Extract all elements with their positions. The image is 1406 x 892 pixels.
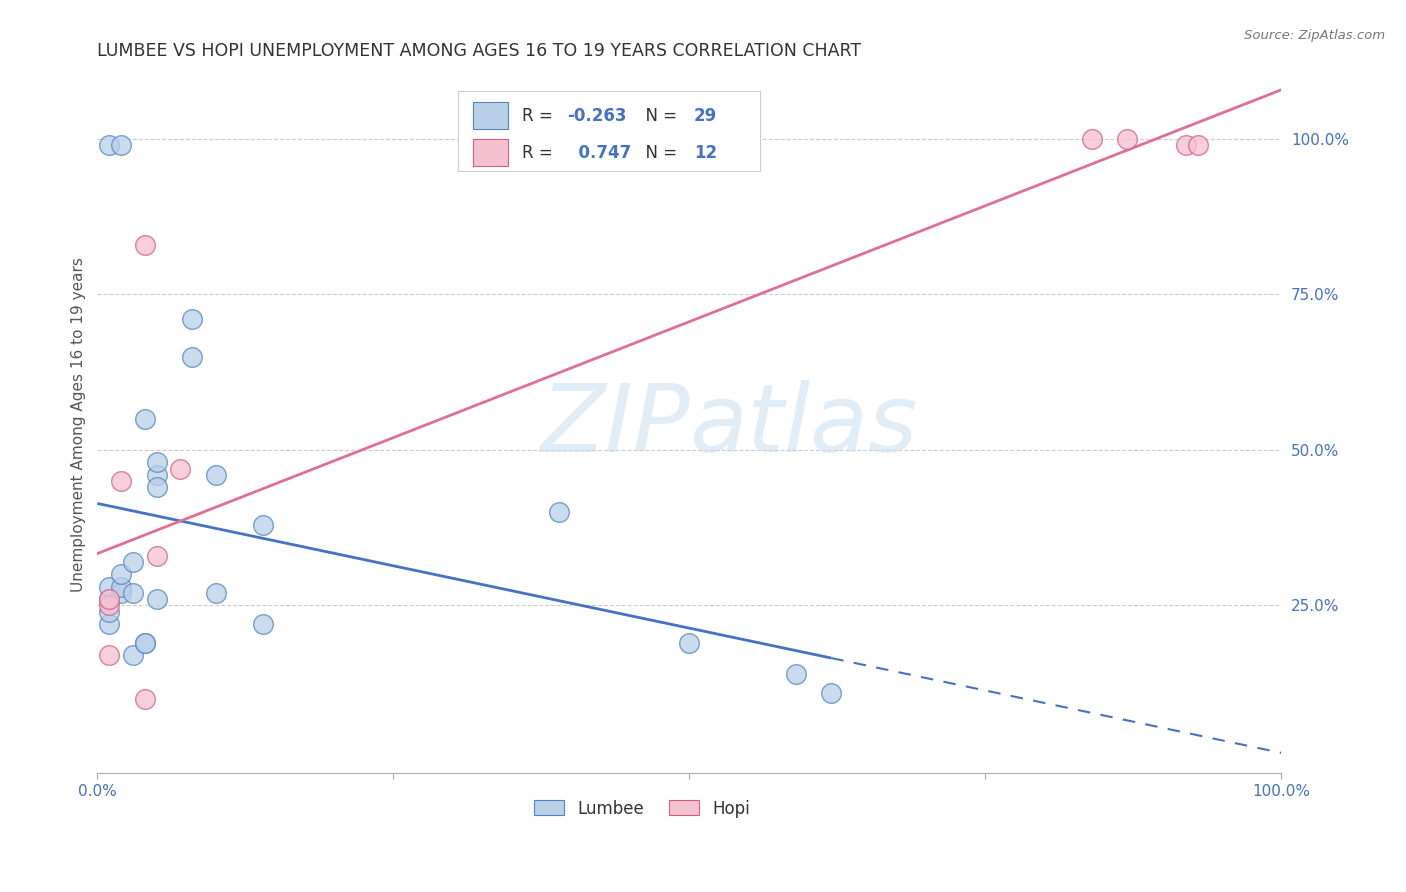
Text: R =: R =: [522, 107, 558, 125]
FancyBboxPatch shape: [472, 139, 508, 166]
Point: [1175, 138, 1198, 153]
Point: [121, 648, 143, 663]
Point: [785, 666, 807, 681]
Text: atlas: atlas: [689, 379, 918, 470]
Point: [145, 549, 167, 563]
Point: [98, 592, 121, 607]
Point: [1116, 132, 1139, 146]
Point: [121, 555, 143, 569]
Point: [134, 636, 156, 650]
Text: N =: N =: [634, 107, 682, 125]
Text: 29: 29: [695, 107, 717, 125]
Point: [1187, 138, 1209, 153]
Point: [98, 580, 121, 594]
Text: Source: ZipAtlas.com: Source: ZipAtlas.com: [1244, 29, 1385, 42]
FancyBboxPatch shape: [458, 90, 761, 170]
Point: [110, 567, 132, 582]
Point: [98, 605, 121, 619]
Point: [820, 685, 842, 699]
Point: [204, 467, 226, 482]
Point: [98, 138, 121, 153]
Point: [134, 237, 156, 252]
Point: [252, 517, 274, 532]
FancyBboxPatch shape: [472, 103, 508, 128]
Point: [1080, 132, 1102, 146]
Text: 0.747: 0.747: [567, 144, 631, 161]
Text: N =: N =: [634, 144, 682, 161]
Point: [98, 617, 121, 632]
Text: ZIP: ZIP: [540, 379, 689, 470]
Point: [134, 636, 156, 650]
Point: [98, 599, 121, 613]
Point: [678, 636, 700, 650]
Point: [134, 691, 156, 706]
Point: [548, 505, 571, 519]
Point: [145, 455, 167, 469]
Y-axis label: Unemployment Among Ages 16 to 19 years: Unemployment Among Ages 16 to 19 years: [72, 258, 86, 592]
Point: [121, 586, 143, 600]
Text: 12: 12: [695, 144, 717, 161]
Point: [181, 312, 204, 326]
Point: [134, 411, 156, 425]
Point: [145, 592, 167, 607]
Point: [181, 350, 204, 364]
Text: R =: R =: [522, 144, 558, 161]
Point: [169, 461, 191, 475]
Text: -0.263: -0.263: [567, 107, 627, 125]
Point: [110, 138, 132, 153]
Point: [145, 467, 167, 482]
Point: [110, 580, 132, 594]
Point: [98, 648, 121, 663]
Point: [110, 586, 132, 600]
Point: [252, 617, 274, 632]
Legend: Lumbee, Hopi: Lumbee, Hopi: [527, 793, 756, 824]
Point: [110, 474, 132, 488]
Text: LUMBEE VS HOPI UNEMPLOYMENT AMONG AGES 16 TO 19 YEARS CORRELATION CHART: LUMBEE VS HOPI UNEMPLOYMENT AMONG AGES 1…: [97, 42, 862, 60]
Point: [98, 592, 121, 607]
Point: [204, 586, 226, 600]
Point: [145, 480, 167, 494]
